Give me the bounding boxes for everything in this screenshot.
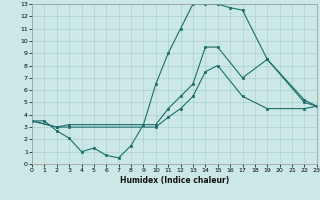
X-axis label: Humidex (Indice chaleur): Humidex (Indice chaleur) bbox=[120, 176, 229, 185]
